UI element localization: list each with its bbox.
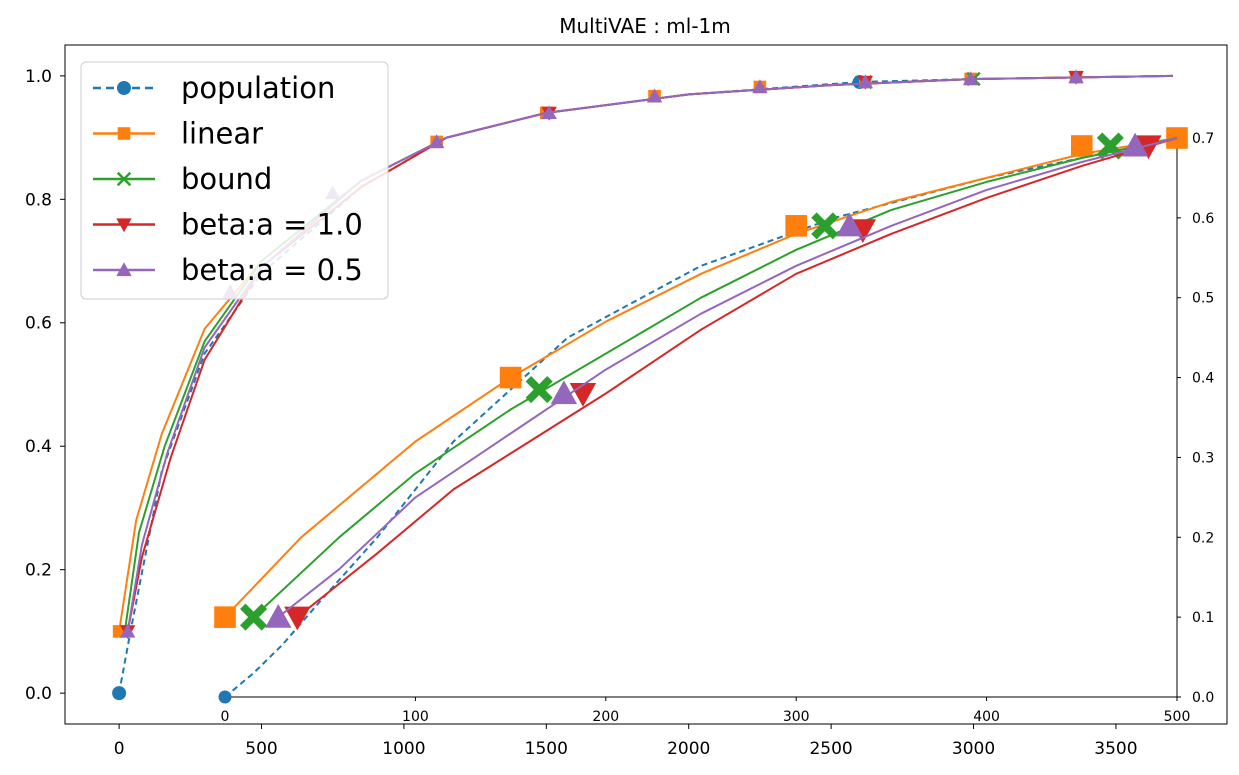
- legend-label: population: [181, 71, 335, 105]
- main-data-point-beta_a_0_5: [752, 79, 768, 94]
- main-x-tick-label: 500: [245, 739, 277, 759]
- inset-data-point-linear: [1071, 135, 1093, 157]
- legend-label: beta:a = 1.0: [181, 208, 363, 242]
- main-y-tick-label: 0.8: [25, 190, 52, 210]
- main-y-tick-label: 0.4: [25, 437, 52, 457]
- legend-marker-population: [117, 81, 131, 95]
- legend-marker-beta_a_1_0: [116, 218, 132, 233]
- inset-data-point-bound: [811, 212, 839, 240]
- inset-x-tick-label: 100: [402, 709, 429, 725]
- inset-x-tick-label: 400: [973, 709, 1000, 725]
- main-data-point-beta_a_0_5: [119, 623, 136, 638]
- main-data-point-beta_a_0_5: [428, 134, 445, 149]
- inset-series-line-linear: [224, 137, 1178, 618]
- main-x-tick-label: 1000: [382, 739, 425, 759]
- inset-data-point-linear: [499, 366, 522, 389]
- inset-y-tick-label: 0.4: [1192, 371, 1214, 387]
- inset-x-tick-label: 300: [783, 709, 810, 725]
- legend-marker-beta_a_0_5: [116, 262, 132, 277]
- main-plot-area: 0 500 1000 1500 2000 2500 3000 35000.00.20.40.6…: [25, 44, 1228, 759]
- main-x-tick-label: 1500: [525, 739, 568, 759]
- chart-title: MultiVAE : ml-1m: [559, 14, 731, 38]
- main-series-line-beta_a_0_5: [126, 74, 1173, 632]
- inset-x-tick-label: 0: [221, 709, 230, 725]
- inset-series-line-bound: [252, 137, 1178, 618]
- inset-y-tick-label: 0.6: [1192, 211, 1214, 227]
- main-y-tick-label: 1.0: [25, 67, 52, 87]
- main-x-tick-label: 3500: [1094, 739, 1137, 759]
- main-data-point-beta_a_0_5: [962, 71, 979, 86]
- legend: population linear bound beta:a = 1.0 beta:a …: [80, 61, 389, 300]
- legend-entry: beta:a = 1.0: [93, 208, 363, 242]
- inset-x-tick-label: 200: [592, 709, 619, 725]
- legend-entry: bound: [93, 162, 272, 196]
- main-data-point-beta_a_0_5: [646, 88, 663, 103]
- inset-data-point-beta_a_0_5: [550, 380, 578, 405]
- main-y-tick-label: 0.6: [25, 314, 52, 334]
- inset-data-point-beta_a_0_5: [836, 212, 863, 237]
- inset-y-tick-label: 0.0: [1192, 690, 1214, 706]
- inset-data-point-beta_a_0_5: [265, 603, 292, 628]
- main-y-tick-label: 0.0: [25, 684, 52, 704]
- inset-data-point-beta_a_1_0: [284, 606, 311, 631]
- main-x-tick-label: 0: [114, 739, 125, 759]
- inset-y-tick-label: 0.5: [1192, 291, 1214, 307]
- inset-x-tick-label: 500: [1164, 709, 1191, 725]
- inset-data-point-bound: [240, 603, 268, 631]
- inset-data-point-linear: [785, 215, 807, 237]
- main-x-tick-label: 2000: [667, 739, 710, 759]
- inset-data-point-population: [218, 690, 232, 704]
- inset-data-point-linear: [214, 606, 236, 628]
- main-data-point-beta_a_0_5: [1068, 69, 1084, 84]
- legend-label: linear: [181, 117, 263, 151]
- legend-entry: linear: [93, 117, 263, 151]
- inset-y-tick-label: 0.7: [1192, 131, 1214, 147]
- legend-marker-linear: [117, 127, 131, 140]
- main-data-point-beta_a_0_5: [541, 105, 557, 120]
- legend-marker-bound: [116, 171, 132, 187]
- legend-label: beta:a = 0.5: [181, 253, 363, 287]
- inset-data-point-beta_a_1_0: [1135, 135, 1162, 160]
- inset-data-point-beta_a_0_5: [1121, 132, 1149, 157]
- inset-data-point-bound: [525, 376, 553, 404]
- inset-y-tick-label: 0.2: [1192, 530, 1214, 546]
- inset-y-tick-label: 0.1: [1192, 610, 1214, 626]
- main-data-point-population: [112, 686, 127, 701]
- inset-series-line-beta_a_0_5: [277, 137, 1178, 618]
- main-y-tick-label: 0.2: [25, 561, 52, 581]
- main-frame: [64, 44, 1228, 725]
- main-data-point-beta_a_0_5: [857, 74, 873, 89]
- legend-entry: population: [93, 71, 335, 105]
- legend-entry: beta:a = 0.5: [93, 253, 363, 287]
- main-x-tick-label: 3000: [952, 739, 995, 759]
- legend-label: bound: [181, 162, 272, 196]
- inset-series-line-beta_a_1_0: [296, 137, 1178, 618]
- legend-box: [80, 61, 389, 300]
- main-x-tick-label: 2500: [809, 739, 852, 759]
- inset-y-tick-label: 0.3: [1192, 450, 1214, 466]
